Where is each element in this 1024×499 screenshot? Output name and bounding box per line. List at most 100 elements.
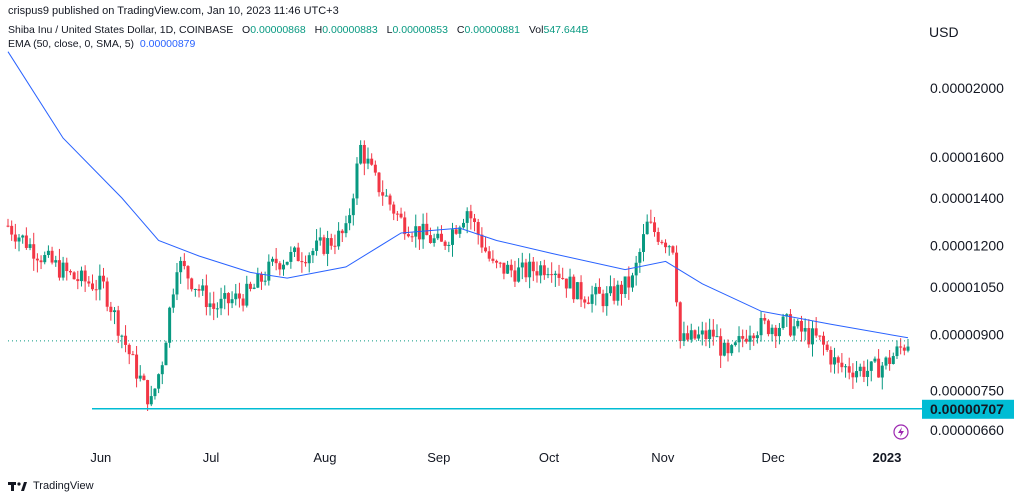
candle[interactable] xyxy=(355,157,359,205)
candle[interactable] xyxy=(557,264,561,286)
candle[interactable] xyxy=(465,207,469,234)
candle[interactable] xyxy=(28,238,32,251)
candle[interactable] xyxy=(755,331,759,344)
candle[interactable] xyxy=(715,324,719,338)
candle[interactable] xyxy=(689,323,693,343)
candle[interactable] xyxy=(704,322,708,347)
candle[interactable] xyxy=(638,248,642,273)
candle[interactable] xyxy=(223,285,227,310)
candle[interactable] xyxy=(98,264,102,301)
candle[interactable] xyxy=(888,350,892,371)
candle[interactable] xyxy=(259,271,263,290)
candle[interactable] xyxy=(777,323,781,345)
candle[interactable] xyxy=(825,341,829,352)
candle[interactable] xyxy=(645,214,649,235)
candle[interactable] xyxy=(535,261,539,283)
candle[interactable] xyxy=(810,320,814,357)
candle[interactable] xyxy=(642,223,646,262)
candle[interactable] xyxy=(219,287,223,316)
candle[interactable] xyxy=(531,257,535,282)
candle[interactable] xyxy=(124,325,128,353)
candle[interactable] xyxy=(469,204,473,230)
candle[interactable] xyxy=(248,281,252,292)
candle[interactable] xyxy=(520,252,524,280)
candle[interactable] xyxy=(653,216,657,237)
candle[interactable] xyxy=(164,340,168,366)
candle[interactable] xyxy=(138,365,142,382)
candle[interactable] xyxy=(267,254,271,286)
candle[interactable] xyxy=(450,222,454,257)
candle[interactable] xyxy=(752,333,756,346)
candle[interactable] xyxy=(186,265,190,290)
candle[interactable] xyxy=(282,259,286,276)
candle[interactable] xyxy=(285,261,289,266)
candle[interactable] xyxy=(436,226,440,241)
candle[interactable] xyxy=(572,274,576,303)
candle[interactable] xyxy=(711,319,715,346)
candle[interactable] xyxy=(561,267,565,280)
candle[interactable] xyxy=(869,361,873,382)
candle[interactable] xyxy=(590,285,594,313)
candle[interactable] xyxy=(528,253,532,289)
candle[interactable] xyxy=(215,302,219,318)
candle[interactable] xyxy=(311,248,315,264)
candle[interactable] xyxy=(234,283,238,306)
candle[interactable] xyxy=(179,256,183,284)
candle[interactable] xyxy=(333,234,337,255)
candle[interactable] xyxy=(142,373,146,381)
candle[interactable] xyxy=(241,294,245,312)
candle[interactable] xyxy=(102,267,106,289)
candle[interactable] xyxy=(608,275,612,297)
candle[interactable] xyxy=(373,160,377,176)
candle[interactable] xyxy=(693,329,697,341)
candle[interactable] xyxy=(76,270,80,290)
candle[interactable] xyxy=(803,318,807,341)
candle[interactable] xyxy=(454,224,458,235)
candle[interactable] xyxy=(190,277,194,292)
candle[interactable] xyxy=(293,246,297,258)
candle[interactable] xyxy=(410,232,414,243)
candle[interactable] xyxy=(506,260,510,275)
candle[interactable] xyxy=(109,301,113,321)
candle[interactable] xyxy=(57,248,61,281)
candle[interactable] xyxy=(855,361,859,383)
candle[interactable] xyxy=(326,230,330,267)
candle[interactable] xyxy=(395,210,399,222)
candle[interactable] xyxy=(579,275,583,308)
candle[interactable] xyxy=(862,360,866,383)
candle[interactable] xyxy=(201,278,205,296)
candle[interactable] xyxy=(473,213,477,232)
candle[interactable] xyxy=(340,229,344,242)
candle[interactable] xyxy=(550,262,554,283)
candle[interactable] xyxy=(667,244,671,256)
candle[interactable] xyxy=(623,276,627,298)
candle[interactable] xyxy=(296,242,300,262)
candle[interactable] xyxy=(873,356,877,364)
candle[interactable] xyxy=(87,276,91,287)
candle[interactable] xyxy=(403,211,407,240)
candle[interactable] xyxy=(686,325,690,342)
candle[interactable] xyxy=(300,252,304,273)
candle[interactable] xyxy=(131,350,135,356)
candle[interactable] xyxy=(708,318,712,349)
candle[interactable] xyxy=(226,292,230,316)
candle[interactable] xyxy=(135,345,139,388)
candle[interactable] xyxy=(553,270,557,287)
candle[interactable] xyxy=(616,280,620,306)
candle[interactable] xyxy=(414,214,418,248)
candle[interactable] xyxy=(61,256,65,281)
candle[interactable] xyxy=(318,227,322,246)
candle[interactable] xyxy=(700,321,704,346)
candle[interactable] xyxy=(597,278,601,294)
candle[interactable] xyxy=(381,180,385,206)
candle[interactable] xyxy=(759,311,763,342)
candle[interactable] xyxy=(212,291,216,321)
ema-legend[interactable]: EMA (50, close, 0, SMA, 5) 0.00000879 xyxy=(8,38,195,50)
candle[interactable] xyxy=(157,373,161,394)
candle[interactable] xyxy=(120,334,124,349)
candle[interactable] xyxy=(21,234,25,244)
candle[interactable] xyxy=(175,263,179,301)
candle[interactable] xyxy=(46,245,50,258)
candle[interactable] xyxy=(766,319,770,337)
candle[interactable] xyxy=(807,319,811,348)
